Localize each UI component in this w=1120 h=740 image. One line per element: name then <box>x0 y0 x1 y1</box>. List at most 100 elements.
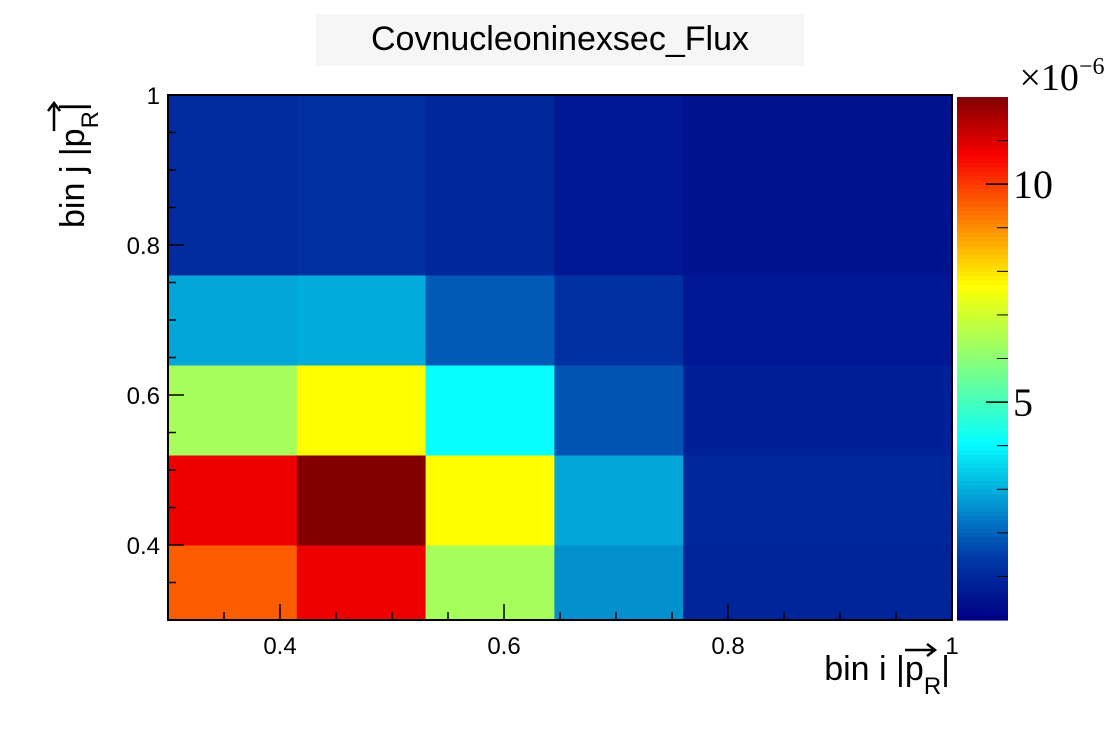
colorbar-segment <box>957 288 1008 294</box>
colorbar-segment <box>957 158 1008 163</box>
colorbar-segment <box>957 97 1008 102</box>
colorbar-segment <box>957 467 1008 473</box>
colorbar-segment <box>957 563 1008 569</box>
colorbar-segment <box>957 227 1008 233</box>
heatmap-cell <box>554 275 684 366</box>
colorbar-segment <box>957 598 1008 604</box>
colorbar-exponent: ×10−6 <box>1020 54 1105 99</box>
colorbar-segment <box>957 471 1008 477</box>
heatmap-cell <box>296 365 427 456</box>
colorbar-segment <box>957 201 1008 207</box>
colorbar-tick-label: 10 <box>1013 162 1053 207</box>
colorbar-segment <box>957 524 1008 530</box>
colorbar-segment <box>957 567 1008 573</box>
colorbar-segment <box>957 232 1008 238</box>
colorbar-segment <box>957 528 1008 534</box>
svg-text:bin j |pR|: bin j |pR| <box>54 102 104 228</box>
colorbar-segment <box>957 436 1008 442</box>
colorbar-segment <box>957 606 1008 612</box>
colorbar-segment <box>957 253 1008 259</box>
y-axis-vector-arrow-icon <box>47 100 61 131</box>
y-tick-label: 0.6 <box>127 383 160 410</box>
heatmap-cell <box>554 455 684 546</box>
colorbar-segment <box>957 432 1008 438</box>
colorbar-segment <box>957 497 1008 503</box>
colorbar-segment <box>957 280 1008 286</box>
colorbar-segment <box>957 105 1008 111</box>
colorbar-segment <box>957 118 1008 124</box>
heatmap-cell <box>168 455 298 546</box>
title-box <box>316 14 804 66</box>
colorbar-segment <box>957 153 1008 159</box>
colorbar-segment <box>957 192 1008 198</box>
colorbar-segment <box>957 249 1008 255</box>
colorbar-segment <box>957 428 1008 434</box>
colorbar-segment <box>957 410 1008 416</box>
x-axis-title: bin i |pR| <box>824 643 950 700</box>
colorbar-segment <box>957 489 1008 495</box>
colorbar-segment <box>957 541 1008 547</box>
colorbar-segment <box>957 558 1008 564</box>
heatmap-cell <box>425 95 555 276</box>
heatmap-cell <box>296 95 427 276</box>
colorbar-segment <box>957 144 1008 150</box>
colorbar-segment <box>957 602 1008 608</box>
colorbar-segment <box>957 179 1008 185</box>
colorbar-segment <box>957 554 1008 560</box>
colorbar-segment <box>957 110 1008 116</box>
colorbar-segment <box>957 576 1008 582</box>
colorbar-segment <box>957 258 1008 264</box>
colorbar-segment <box>957 327 1008 333</box>
x-axis-vector-arrow-icon <box>905 643 938 657</box>
colorbar-segment <box>957 314 1008 320</box>
colorbar-segment <box>957 502 1008 508</box>
heatmap-cell <box>296 275 427 366</box>
colorbar-segment <box>957 114 1008 120</box>
x-tick-label: 0.8 <box>711 633 744 660</box>
colorbar-segment <box>957 515 1008 521</box>
axes: 0.4 0.6 0.8 1 0.4 0.6 0.8 1 <box>127 83 959 660</box>
colorbar-segment <box>957 140 1008 146</box>
colorbar-segment <box>957 349 1008 355</box>
colorbar-segment <box>957 219 1008 224</box>
color-scale-bar: 5 10 <box>957 97 1053 621</box>
colorbar-segment <box>957 362 1008 368</box>
colorbar-segment <box>957 545 1008 551</box>
colorbar-segment <box>957 214 1008 220</box>
colorbar-segment <box>957 445 1008 451</box>
colorbar-segment <box>957 306 1008 312</box>
colorbar-segment <box>957 406 1008 412</box>
colorbar-segment <box>957 371 1008 377</box>
heatmap-cell <box>425 545 555 621</box>
colorbar-segment <box>957 319 1008 325</box>
y-tick-label: 1 <box>147 83 160 110</box>
colorbar-segment <box>957 519 1008 525</box>
colorbar-segment <box>957 136 1008 142</box>
colorbar-segment <box>957 166 1008 172</box>
colorbar-segment <box>957 611 1008 617</box>
colorbar-segment <box>957 123 1008 129</box>
colorbar-segment <box>957 358 1008 364</box>
heatmap-cell <box>296 455 427 546</box>
colorbar-segment <box>957 480 1008 486</box>
colorbar-segment <box>957 384 1008 390</box>
colorbar-segment <box>957 210 1008 216</box>
y-tick-label: 0.8 <box>127 233 160 260</box>
x-tick-label: 0.6 <box>487 633 520 660</box>
colorbar-segment <box>957 585 1008 591</box>
colorbar-segment <box>957 262 1008 268</box>
colorbar-segment <box>957 537 1008 543</box>
colorbar-segment <box>957 310 1008 316</box>
heatmap-cell <box>554 545 684 621</box>
colorbar-segment <box>957 402 1008 408</box>
colorbar-segment <box>957 293 1008 299</box>
colorbar-segment <box>957 131 1008 137</box>
colorbar-segment <box>957 127 1008 133</box>
heatmap-cell <box>425 365 555 456</box>
colorbar-segment <box>957 419 1008 425</box>
heatmap-cell <box>554 95 684 276</box>
colorbar-segment <box>957 367 1008 373</box>
colorbar-segment <box>957 458 1008 464</box>
colorbar-segment <box>957 345 1008 351</box>
colorbar-segment <box>957 149 1008 155</box>
